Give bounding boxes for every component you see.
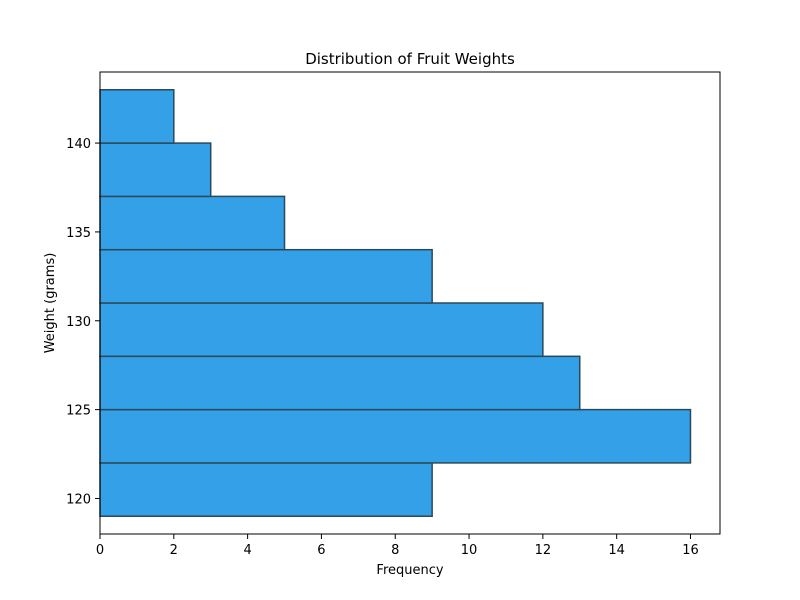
x-tick-label-1: 2 — [170, 543, 178, 558]
y-axis-title: Weight (grams) — [43, 253, 58, 354]
y-tick-label-4: 140 — [66, 137, 91, 152]
histogram-bar-1 — [99, 408, 692, 464]
x-axis-title: Frequency — [376, 563, 443, 578]
bars-layer — [99, 89, 692, 517]
x-tick-label-0: 0 — [96, 543, 104, 558]
y-tick-label-1: 125 — [66, 404, 91, 419]
y-tick-label-2: 130 — [66, 315, 91, 330]
x-tick-label-2: 4 — [243, 543, 251, 558]
plot-frame — [99, 71, 721, 535]
chart-title: Distribution of Fruit Weights — [305, 50, 515, 68]
y-tick-label-3: 135 — [66, 226, 91, 241]
x-tick-label-5: 10 — [461, 543, 478, 558]
histogram-bar-0 — [99, 462, 433, 517]
x-axis: 0 2 4 6 8 10 12 14 16 — [96, 534, 699, 558]
x-tick-label-8: 16 — [682, 543, 699, 558]
x-tick-label-7: 14 — [608, 543, 625, 558]
y-axis: 120 125 130 135 140 — [66, 137, 100, 507]
x-tick-label-3: 6 — [317, 543, 325, 558]
histogram-bar-3 — [99, 302, 544, 358]
histogram-bar-6 — [99, 142, 212, 198]
histogram-bar-7 — [99, 89, 175, 144]
x-tick-label-6: 12 — [535, 543, 552, 558]
histogram-bar-2 — [99, 355, 581, 411]
x-tick-label-4: 8 — [391, 543, 399, 558]
histogram-bar-5 — [99, 195, 286, 251]
histogram-bar-4 — [99, 248, 433, 304]
y-tick-label-0: 120 — [66, 492, 91, 507]
